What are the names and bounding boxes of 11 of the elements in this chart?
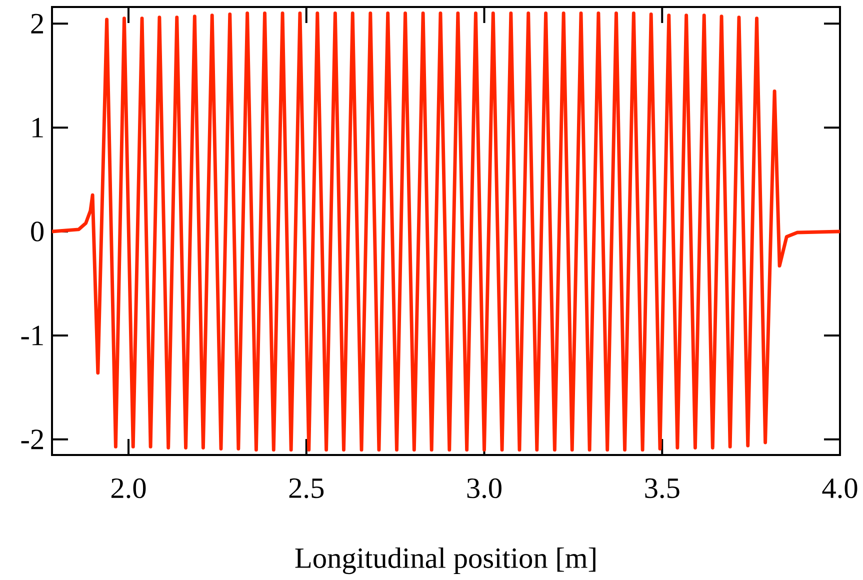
x-axis-title: Longitudinal position [m] <box>295 547 596 574</box>
y-tick-label: 0 <box>31 222 44 242</box>
y-tick-label: -2 <box>21 430 44 450</box>
x-tick-label: 4.0 <box>822 478 858 498</box>
x-tick-label: 2.0 <box>111 478 146 498</box>
x-tick-label: 3.0 <box>467 478 502 498</box>
y-tick-label: 2 <box>31 14 44 34</box>
y-tick-label: 1 <box>32 118 43 138</box>
y-tick-label: -1 <box>21 326 43 346</box>
x-tick-label: 3.5 <box>645 478 680 498</box>
x-tick-label: 2.5 <box>289 478 324 498</box>
